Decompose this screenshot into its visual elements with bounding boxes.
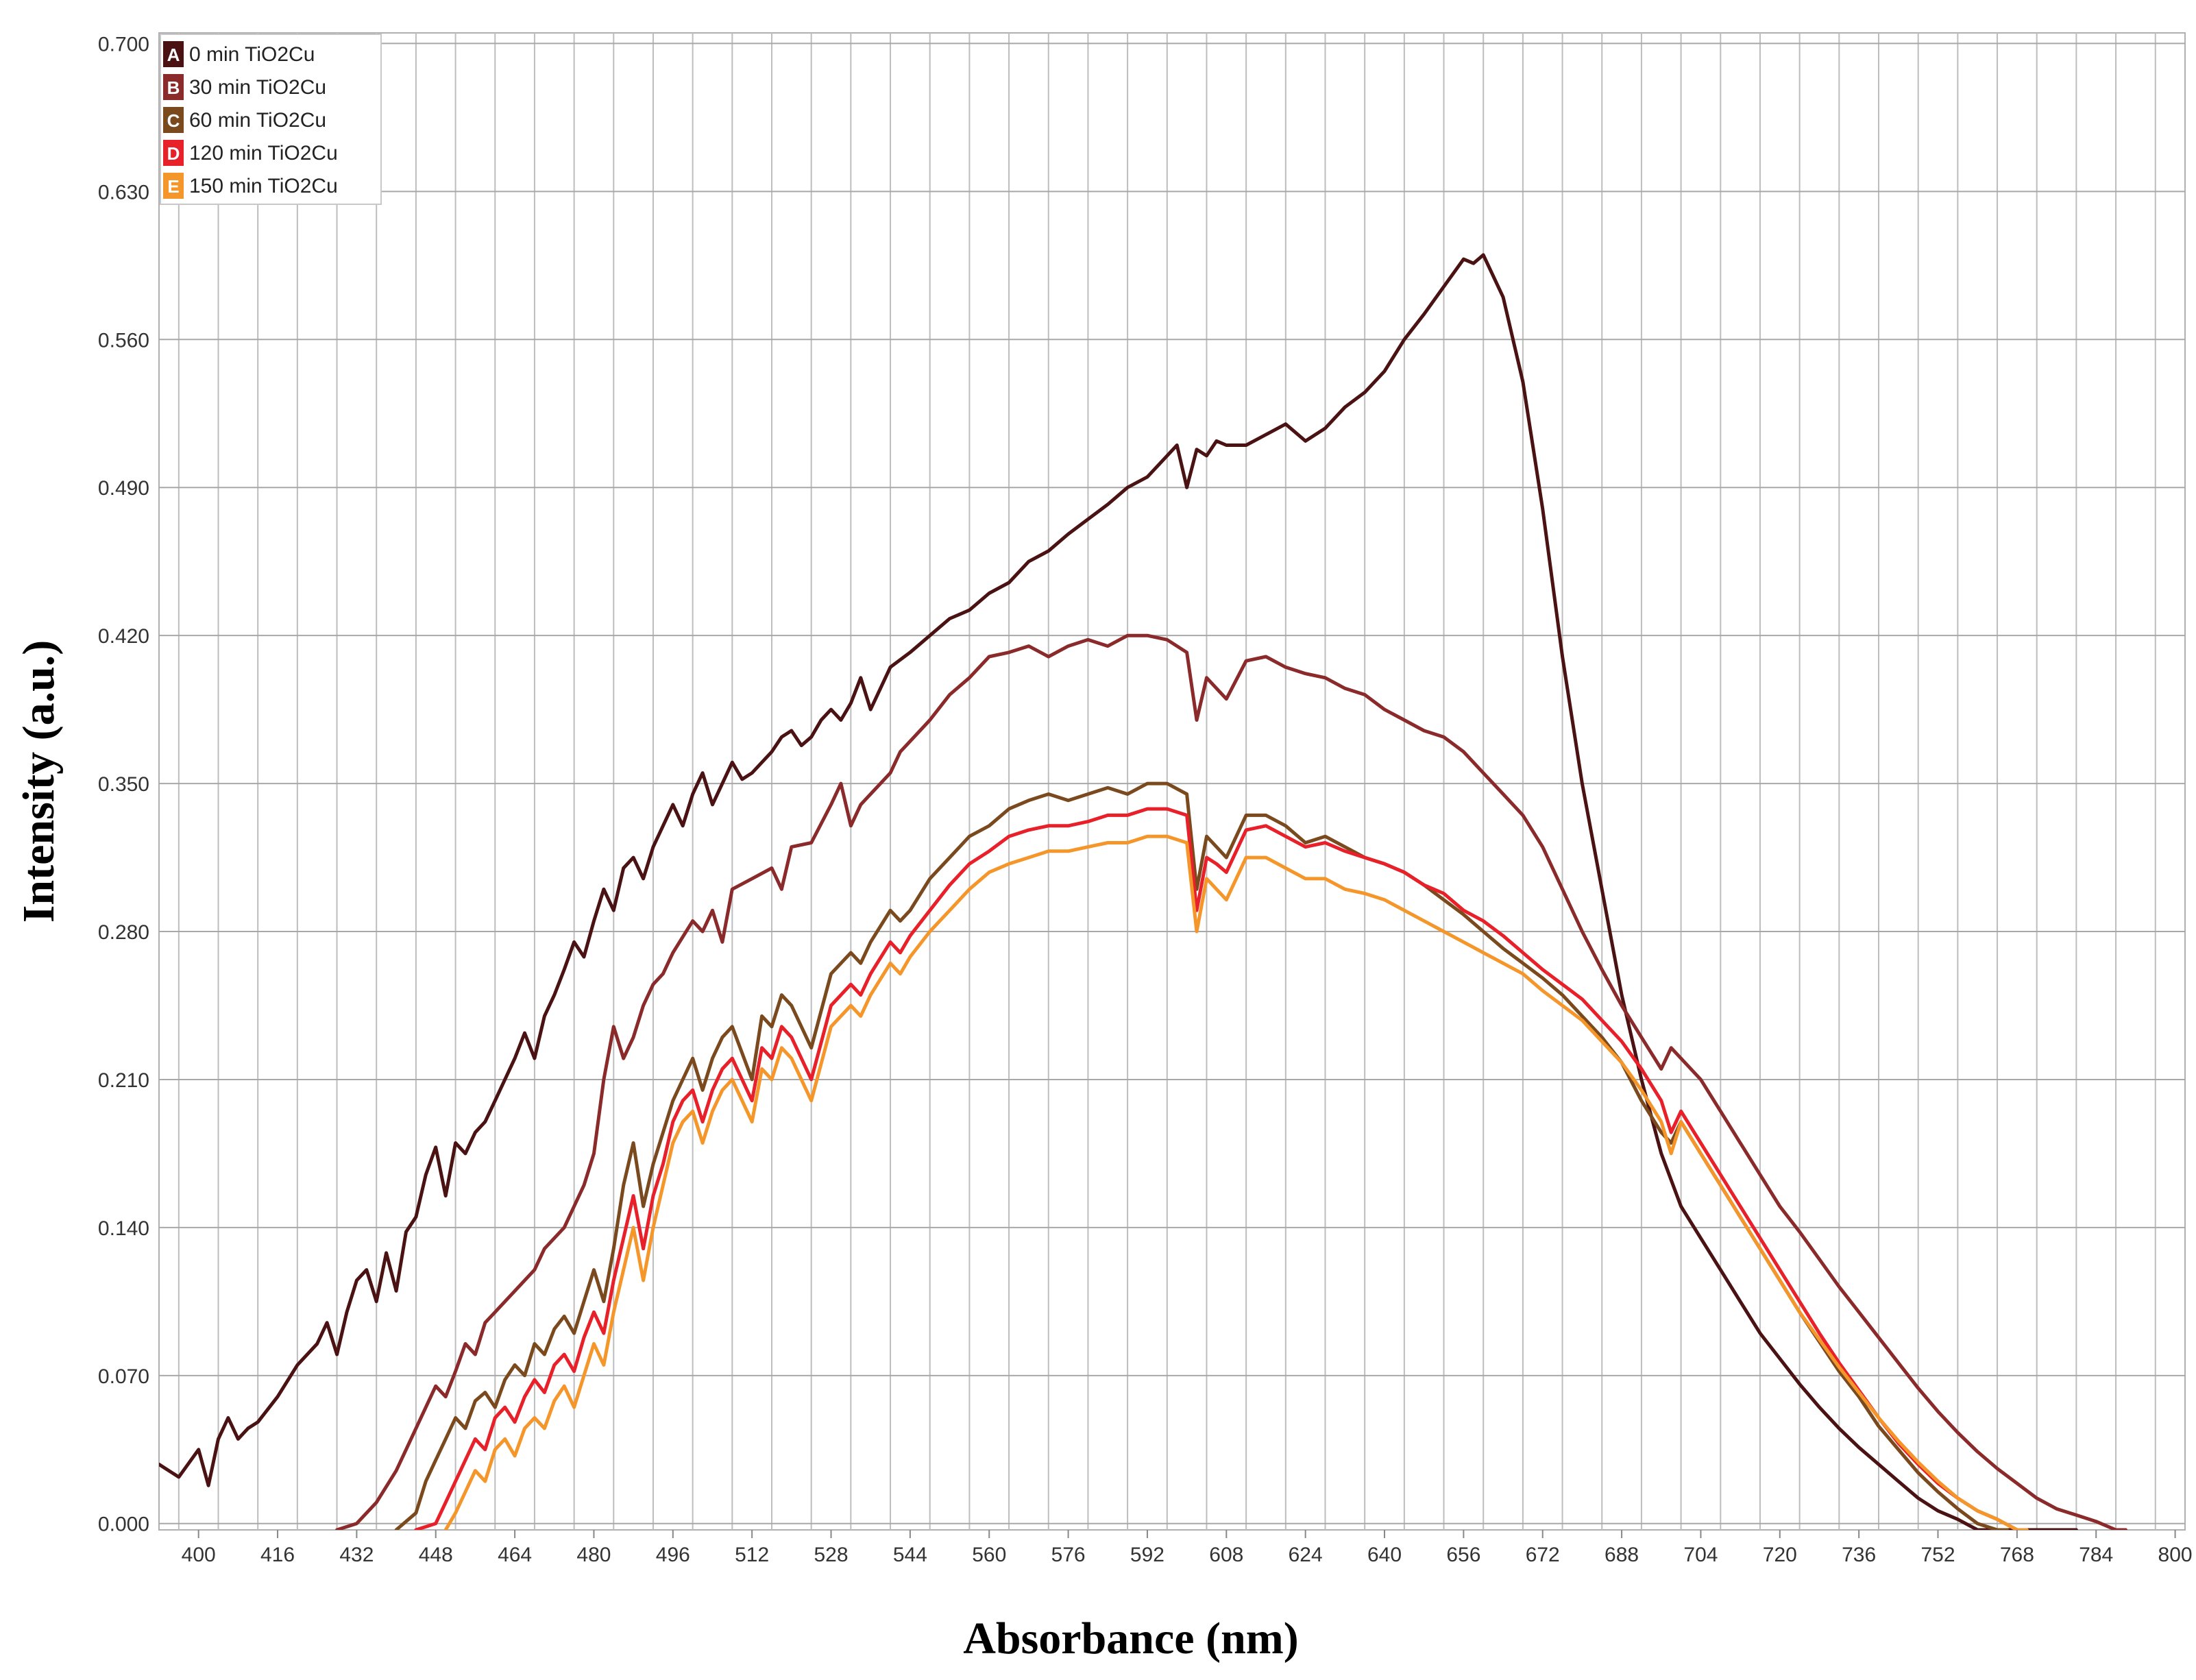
legend-label: 30 min TiO2Cu bbox=[189, 76, 326, 99]
x-tick-label: 624 bbox=[1289, 1544, 1323, 1566]
x-tick-label: 784 bbox=[2079, 1544, 2113, 1566]
x-axis-title: Absorbance (nm) bbox=[963, 1614, 1299, 1664]
legend-letter: E bbox=[167, 176, 179, 197]
y-tick-label: 0.560 bbox=[98, 329, 149, 352]
y-tick-label: 0.490 bbox=[98, 477, 149, 500]
legend-swatch bbox=[163, 107, 184, 133]
legend-label: 0 min TiO2Cu bbox=[189, 43, 315, 66]
legend-letter: A bbox=[167, 45, 180, 65]
x-tick-label: 656 bbox=[1446, 1544, 1480, 1566]
x-tick-label: 736 bbox=[1842, 1544, 1876, 1566]
x-tick-label: 800 bbox=[2158, 1544, 2193, 1566]
y-tick-label: 0.140 bbox=[98, 1217, 149, 1240]
series-line-a bbox=[159, 253, 2078, 1530]
x-tick-label: 512 bbox=[735, 1544, 769, 1566]
x-tick-label: 592 bbox=[1130, 1544, 1164, 1566]
x-tick-label: 752 bbox=[1920, 1544, 1955, 1566]
y-tick-label: 0.700 bbox=[98, 33, 149, 56]
y-tick-label: 0.210 bbox=[98, 1069, 149, 1092]
legend-swatch bbox=[163, 140, 184, 166]
y-axis-ticks: 0.000 0.070 0.140 0.210 0.280 0.350 0.420 0.490… bbox=[98, 33, 149, 1535]
legend-label: 120 min TiO2Cu bbox=[189, 142, 338, 165]
legend: A 0 min TiO2Cu B 30 min TiO2Cu C 60 min TiO2C… bbox=[160, 34, 382, 205]
x-tick-label: 528 bbox=[814, 1544, 848, 1566]
x-tick-label: 400 bbox=[182, 1544, 216, 1566]
legend-label: 150 min TiO2Cu bbox=[189, 175, 338, 197]
x-axis-ticks: 400 416 432 448 464 480 496 512 528 544 560 576 592 6… bbox=[182, 1530, 2193, 1566]
y-tick-label: 0.070 bbox=[98, 1365, 149, 1388]
x-tick-label: 768 bbox=[2000, 1544, 2034, 1566]
legend-swatch bbox=[163, 173, 184, 199]
x-tick-label: 560 bbox=[972, 1544, 1006, 1566]
x-tick-label: 544 bbox=[893, 1544, 927, 1566]
x-tick-label: 720 bbox=[1763, 1544, 1797, 1566]
y-tick-label: 0.350 bbox=[98, 773, 149, 796]
plot-frame bbox=[158, 32, 2186, 1531]
legend-label: 60 min TiO2Cu bbox=[189, 109, 326, 132]
x-tick-label: 576 bbox=[1051, 1544, 1086, 1566]
series-line-e bbox=[443, 834, 2029, 1530]
series-line-b bbox=[335, 633, 2127, 1530]
x-tick-label: 704 bbox=[1683, 1544, 1718, 1566]
legend-letter: C bbox=[167, 110, 180, 131]
legend-swatch bbox=[163, 41, 184, 67]
x-tick-label: 608 bbox=[1209, 1544, 1243, 1566]
x-tick-label: 672 bbox=[1526, 1544, 1560, 1566]
series-lines bbox=[159, 253, 2127, 1530]
legend-letter: B bbox=[167, 77, 180, 98]
x-tick-label: 480 bbox=[576, 1544, 611, 1566]
legend-box bbox=[160, 34, 382, 205]
legend-swatch bbox=[163, 74, 184, 100]
y-tick-label: 0.630 bbox=[98, 181, 149, 204]
x-tick-label: 416 bbox=[260, 1544, 295, 1566]
plot-area bbox=[158, 32, 2186, 1531]
legend-letter: D bbox=[167, 143, 180, 164]
x-tick-label: 464 bbox=[498, 1544, 532, 1566]
y-tick-label: 0.280 bbox=[98, 921, 149, 944]
series-line-d bbox=[414, 807, 2029, 1530]
x-tick-label: 496 bbox=[656, 1544, 690, 1566]
y-tick-label: 0.420 bbox=[98, 625, 149, 648]
x-tick-label: 432 bbox=[339, 1544, 374, 1566]
x-tick-label: 688 bbox=[1605, 1544, 1639, 1566]
y-tick-label: 0.000 bbox=[98, 1513, 149, 1536]
y-axis-title: Intensity (a.u.) bbox=[14, 640, 64, 923]
x-tick-label: 448 bbox=[419, 1544, 453, 1566]
gridlines bbox=[159, 33, 2185, 1530]
x-tick-label: 640 bbox=[1367, 1544, 1402, 1566]
